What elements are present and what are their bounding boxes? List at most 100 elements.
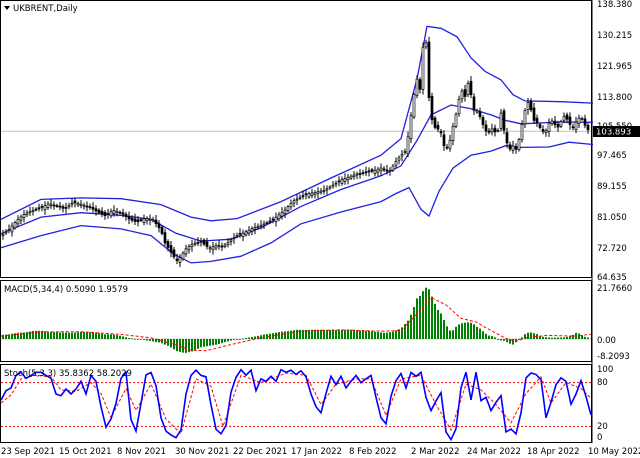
macd-bar	[515, 339, 517, 343]
date-label: 23 Sep 2021	[1, 447, 55, 457]
macd-bar	[152, 339, 154, 342]
macd-bar	[203, 339, 205, 347]
macd-bar	[260, 335, 262, 340]
macd-bar	[278, 332, 280, 340]
candle-body	[379, 167, 383, 171]
candle-body	[88, 206, 92, 208]
macd-bar	[8, 334, 10, 340]
macd-bar	[443, 320, 445, 340]
candle-body	[25, 212, 29, 215]
macd-bar	[329, 329, 331, 340]
macd-bar	[455, 326, 457, 340]
macd-tick: -8.2093	[597, 352, 630, 362]
candle-body	[238, 232, 242, 235]
macd-bar	[446, 326, 448, 340]
macd-bar	[362, 330, 364, 340]
symbol-dropdown-icon[interactable]	[4, 6, 10, 10]
price-tick: 64.635	[597, 273, 627, 283]
candle-body	[523, 110, 527, 125]
macd-bar	[200, 339, 202, 348]
candle-body	[514, 146, 518, 150]
macd-bar	[422, 291, 424, 340]
candle-body	[502, 110, 506, 131]
candle-body	[199, 240, 203, 243]
stoch-panel[interactable]	[0, 364, 592, 443]
date-label: 30 Nov 2021	[175, 447, 229, 457]
candle-body	[361, 172, 365, 175]
stoch-tick: 0	[597, 433, 602, 443]
macd-bar	[533, 333, 535, 340]
candle-body	[169, 245, 173, 253]
symbol-label: UKBRENT,Daily	[13, 4, 78, 14]
candle-body	[70, 202, 74, 205]
candle-body	[217, 245, 221, 247]
macd-bar	[59, 332, 61, 340]
macd-bar	[482, 331, 484, 340]
macd-tick: 21.7660	[597, 284, 632, 294]
candle-body	[274, 216, 278, 222]
candle-body	[247, 229, 251, 234]
macd-bar	[20, 332, 22, 340]
candle-body	[331, 184, 335, 187]
candle-body	[391, 165, 395, 171]
candle-body	[478, 111, 482, 117]
macd-bar	[236, 339, 238, 340]
candle-body	[517, 139, 521, 151]
price-panel[interactable]	[0, 0, 592, 278]
candle-body	[244, 231, 248, 236]
candle-body	[298, 197, 302, 199]
candle-body	[529, 100, 533, 111]
macd-bar	[437, 309, 439, 340]
macd-bar	[491, 336, 493, 340]
candle-body	[505, 132, 509, 144]
macd-bar	[251, 336, 253, 340]
candle-body	[142, 218, 146, 223]
candle-body	[256, 225, 260, 228]
macd-bar	[542, 336, 544, 340]
candle-body	[385, 169, 389, 172]
candle-body	[568, 116, 572, 125]
candle-body	[64, 207, 68, 209]
candle-body	[541, 128, 545, 132]
macd-bar	[314, 329, 316, 340]
candle-body	[154, 219, 158, 225]
macd-bar	[335, 329, 337, 340]
candle-body	[151, 219, 155, 222]
macd-series	[0, 287, 592, 353]
candle-body	[55, 205, 59, 207]
candle-body	[364, 171, 368, 174]
macd-bar	[563, 337, 565, 340]
macd-bar	[554, 337, 556, 340]
candle-body	[583, 118, 587, 126]
macd-bar	[233, 339, 235, 340]
candle-body	[469, 80, 473, 96]
stoch-tick: 100	[597, 365, 613, 375]
macd-bar	[566, 336, 568, 340]
candle-body	[4, 231, 8, 234]
price-tick: 105.550	[597, 122, 632, 132]
candle-body	[439, 131, 443, 134]
macd-bar	[338, 329, 340, 340]
macd-bar	[551, 337, 553, 340]
candle-body	[463, 89, 467, 97]
macd-bar	[182, 339, 184, 353]
macd-bar	[173, 339, 175, 350]
macd-panel[interactable]	[0, 280, 592, 362]
macd-bar	[461, 323, 463, 340]
macd-bar	[359, 330, 361, 340]
candle-body	[187, 246, 191, 250]
macd-bar	[32, 330, 34, 340]
candle-body	[82, 204, 86, 207]
macd-bar	[80, 331, 82, 340]
candle-body	[286, 206, 290, 211]
macd-bar	[140, 339, 142, 340]
macd-bar	[380, 332, 382, 340]
candle-body	[13, 222, 17, 229]
candle-body	[79, 203, 83, 206]
candle-body	[421, 46, 425, 90]
macd-bar	[539, 335, 541, 340]
macd-bar	[269, 333, 271, 340]
macd-bar	[410, 314, 412, 340]
candle-body	[307, 193, 311, 198]
